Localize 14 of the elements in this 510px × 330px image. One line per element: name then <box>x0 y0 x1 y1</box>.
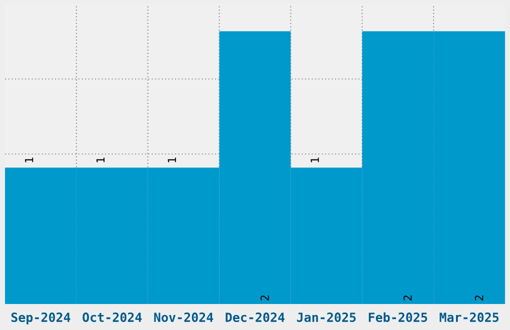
data-label: 2 <box>403 296 412 300</box>
data-label: 1 <box>310 158 319 162</box>
data-label: 2 <box>260 296 269 300</box>
x-tick-label: Oct-2024 <box>82 312 142 322</box>
data-label: 2 <box>474 296 484 300</box>
x-tick-label: Jan-2025 <box>296 312 356 322</box>
x-tick-label: Sep-2024 <box>11 312 70 324</box>
x-tick-label: Dec-2024 <box>226 312 285 322</box>
data-label: 1 <box>96 158 105 162</box>
data-label: 1 <box>168 158 176 162</box>
x-tick-label: Feb-2025 <box>368 312 428 322</box>
data-label: 1 <box>24 158 34 162</box>
x-tick-label: Mar-2025 <box>440 312 499 322</box>
x-tick-label: Nov-2024 <box>154 312 214 322</box>
